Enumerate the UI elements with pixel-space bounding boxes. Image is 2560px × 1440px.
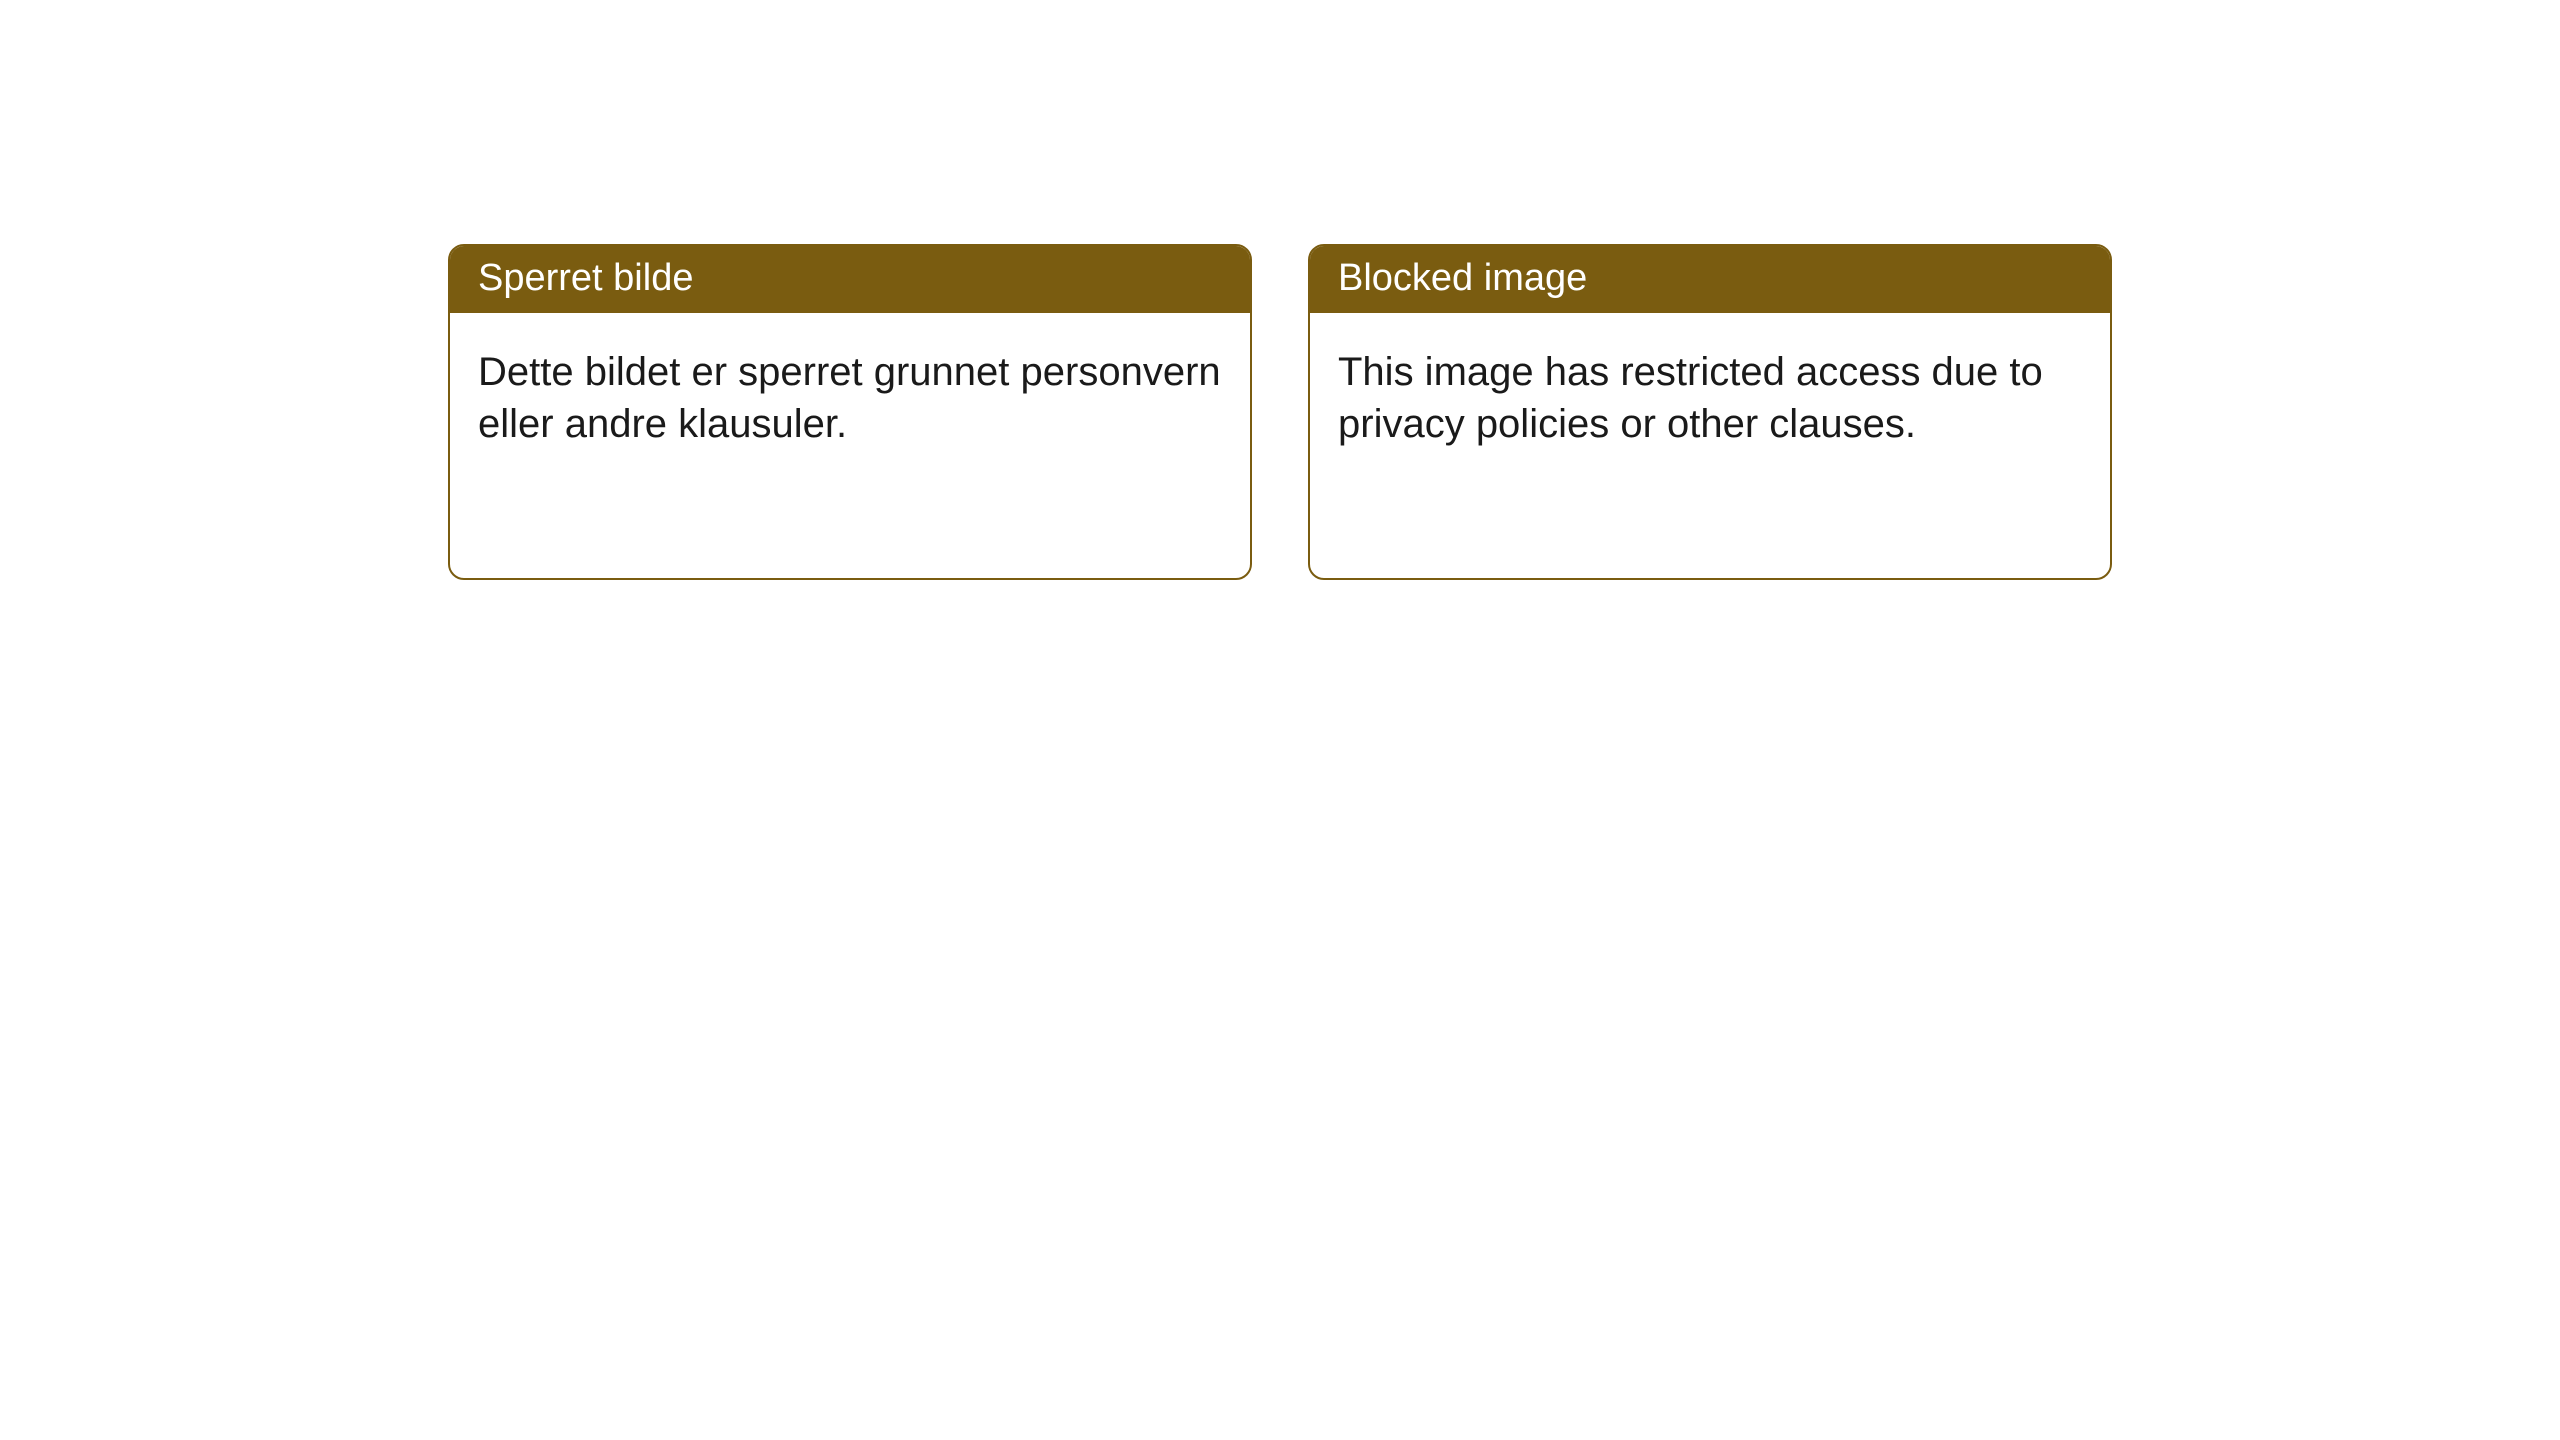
notice-body: This image has restricted access due to …	[1310, 313, 2110, 477]
notice-body: Dette bildet er sperret grunnet personve…	[450, 313, 1250, 477]
notice-card-english: Blocked image This image has restricted …	[1308, 244, 2112, 580]
notice-header: Sperret bilde	[450, 246, 1250, 313]
notice-header: Blocked image	[1310, 246, 2110, 313]
notice-container: Sperret bilde Dette bildet er sperret gr…	[0, 0, 2560, 580]
notice-card-norwegian: Sperret bilde Dette bildet er sperret gr…	[448, 244, 1252, 580]
